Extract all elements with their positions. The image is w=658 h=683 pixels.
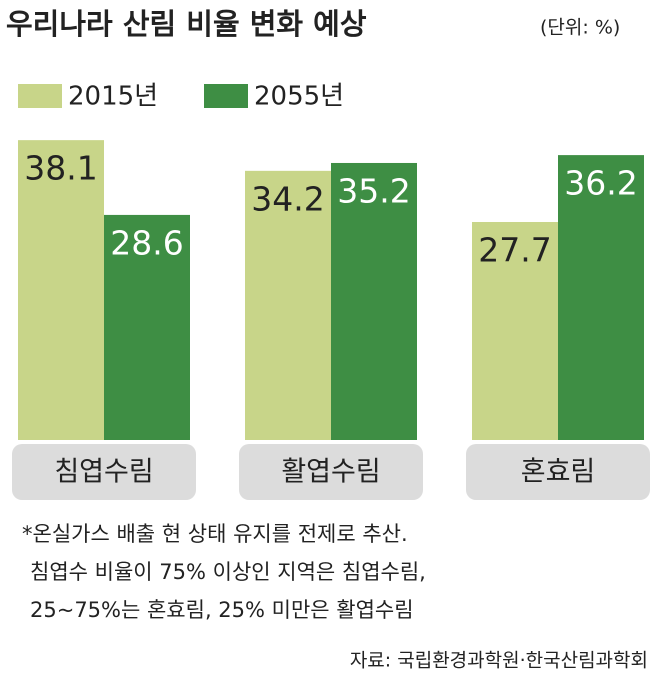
x-tick-label: 침엽수림 (54, 457, 153, 488)
value-label: 28.6 (110, 223, 183, 262)
category-box (239, 444, 423, 500)
value-label: 35.2 (337, 171, 410, 210)
value-label: 27.7 (478, 231, 551, 270)
legend-swatch (18, 84, 62, 108)
x-tick-label: 혼효림 (521, 457, 596, 488)
bar (245, 170, 331, 440)
chart-subtitle: (단위: %) (540, 17, 620, 39)
legend-label: 2055년 (254, 82, 344, 112)
bar (331, 162, 417, 440)
legend-label: 2015년 (68, 82, 158, 112)
legend-swatch (204, 84, 248, 108)
value-label: 36.2 (564, 164, 637, 203)
bar (472, 222, 558, 440)
bar (104, 214, 190, 440)
source: 자료: 국립환경과학원·한국산림과학회 (350, 650, 648, 672)
value-label: 34.2 (251, 179, 324, 218)
footnote: 25~75%는 혼효림, 25% 미만은 활엽수림 (30, 598, 414, 622)
bar (558, 155, 644, 440)
bar (18, 140, 104, 440)
value-label: 38.1 (24, 149, 97, 188)
category-box (466, 444, 650, 500)
category-box (12, 444, 196, 500)
chart-title: 우리나라 산림 비율 변화 예상 (6, 7, 367, 41)
footnote: *온실가스 배출 현 상태 유지를 전제로 추산. (22, 522, 408, 546)
footnote: 침엽수 비율이 75% 이상인 지역은 침엽수림, (30, 560, 426, 584)
x-tick-label: 활엽수림 (281, 457, 380, 488)
